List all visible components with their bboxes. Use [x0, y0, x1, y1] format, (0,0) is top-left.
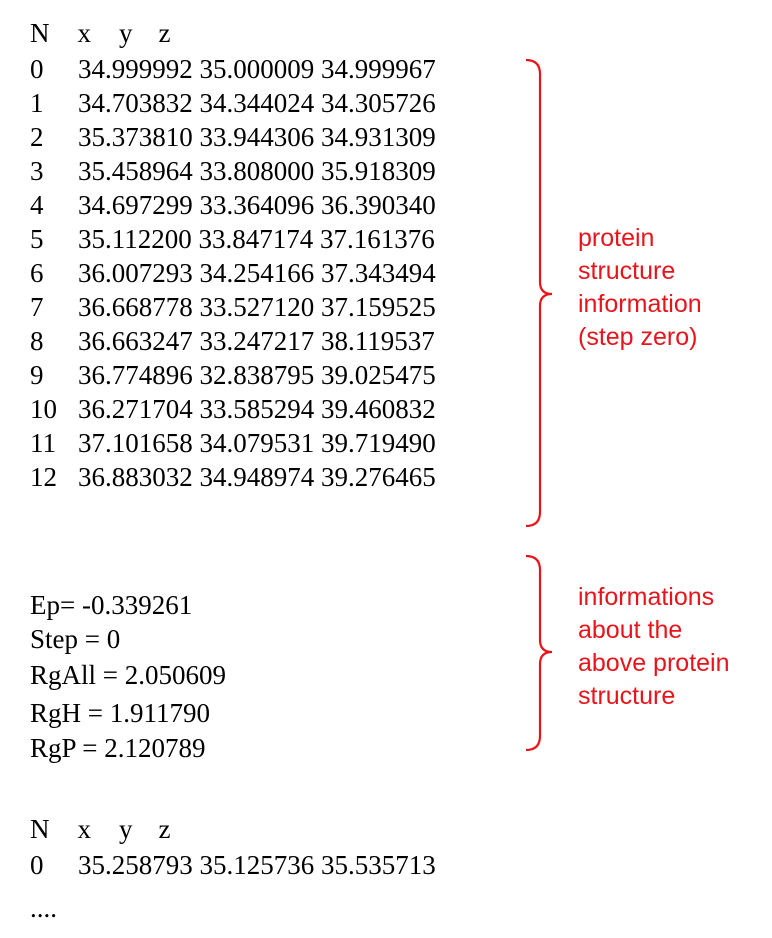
- row-index: 10: [30, 394, 57, 424]
- annotation-line: structure: [578, 257, 676, 285]
- annotation-line: about the: [578, 616, 683, 644]
- row-index: 3: [30, 156, 44, 186]
- row-coords: 36.668778 33.527120 37.159525: [78, 292, 436, 322]
- annotation-line: structure: [578, 682, 676, 710]
- row-index: 1: [30, 88, 44, 118]
- bracket-top: [525, 58, 553, 528]
- row-index: 2: [30, 122, 44, 152]
- header-z: z: [158, 814, 171, 844]
- stat-rgall: RgAll = 2.050609: [30, 660, 226, 690]
- bracket-bottom: [525, 554, 553, 752]
- ellipsis: ....: [30, 893, 57, 923]
- row-coords: 36.774896 32.838795 39.025475: [78, 360, 436, 390]
- row-coords: 35.112200 33.847174 37.161376: [78, 224, 435, 254]
- row-coords: 35.258793 35.125736 35.535713: [78, 850, 436, 880]
- header-x: x: [77, 18, 92, 48]
- row-coords: 35.373810 33.944306 34.931309: [78, 122, 436, 152]
- header-n: N: [30, 18, 50, 48]
- row-index: 9: [30, 360, 44, 390]
- stat-rgp: RgP = 2.120789: [30, 733, 206, 763]
- annotation-line: information: [578, 290, 702, 318]
- stat-ep: Ep= -0.339261: [30, 590, 193, 620]
- row-coords: 34.703832 34.344024 34.305726: [78, 88, 436, 118]
- row-index: 5: [30, 224, 44, 254]
- row-index: 8: [30, 326, 44, 356]
- annotation-structure-info: protein structure information (step zero…: [578, 222, 702, 354]
- row-index: 0: [30, 850, 44, 880]
- annotation-line: above protein: [578, 649, 730, 677]
- row-index: 4: [30, 190, 44, 220]
- row-index: 11: [30, 428, 56, 458]
- header-z: z: [158, 18, 171, 48]
- row-coords: 34.697299 33.364096 36.390340: [78, 190, 436, 220]
- stat-rgh: RgH = 1.911790: [30, 698, 210, 728]
- header-n: N: [30, 814, 50, 844]
- annotation-line: informations: [578, 583, 715, 611]
- row-coords: 37.101658 34.079531 39.719490: [78, 428, 436, 458]
- stat-step: Step = 0: [30, 624, 121, 654]
- row-index: 6: [30, 258, 44, 288]
- row-coords: 34.999992 35.000009 34.999967: [78, 54, 436, 84]
- row-index: 7: [30, 292, 44, 322]
- header-x: x: [77, 814, 92, 844]
- header-y: y: [119, 18, 133, 48]
- row-coords: 36.271704 33.585294 39.460832: [78, 394, 436, 424]
- annotation-stats-info: informations about the above protein str…: [578, 581, 730, 713]
- row-index: 12: [30, 462, 57, 492]
- row-coords: 36.007293 34.254166 37.343494: [78, 258, 436, 288]
- annotation-line: protein: [578, 224, 655, 252]
- annotation-line: (step zero): [578, 323, 698, 351]
- row-coords: 36.883032 34.948974 39.276465: [78, 462, 436, 492]
- row-coords: 35.458964 33.808000 35.918309: [78, 156, 436, 186]
- header-y: y: [119, 814, 133, 844]
- row-index: 0: [30, 54, 44, 84]
- row-coords: 36.663247 33.247217 38.119537: [78, 326, 435, 356]
